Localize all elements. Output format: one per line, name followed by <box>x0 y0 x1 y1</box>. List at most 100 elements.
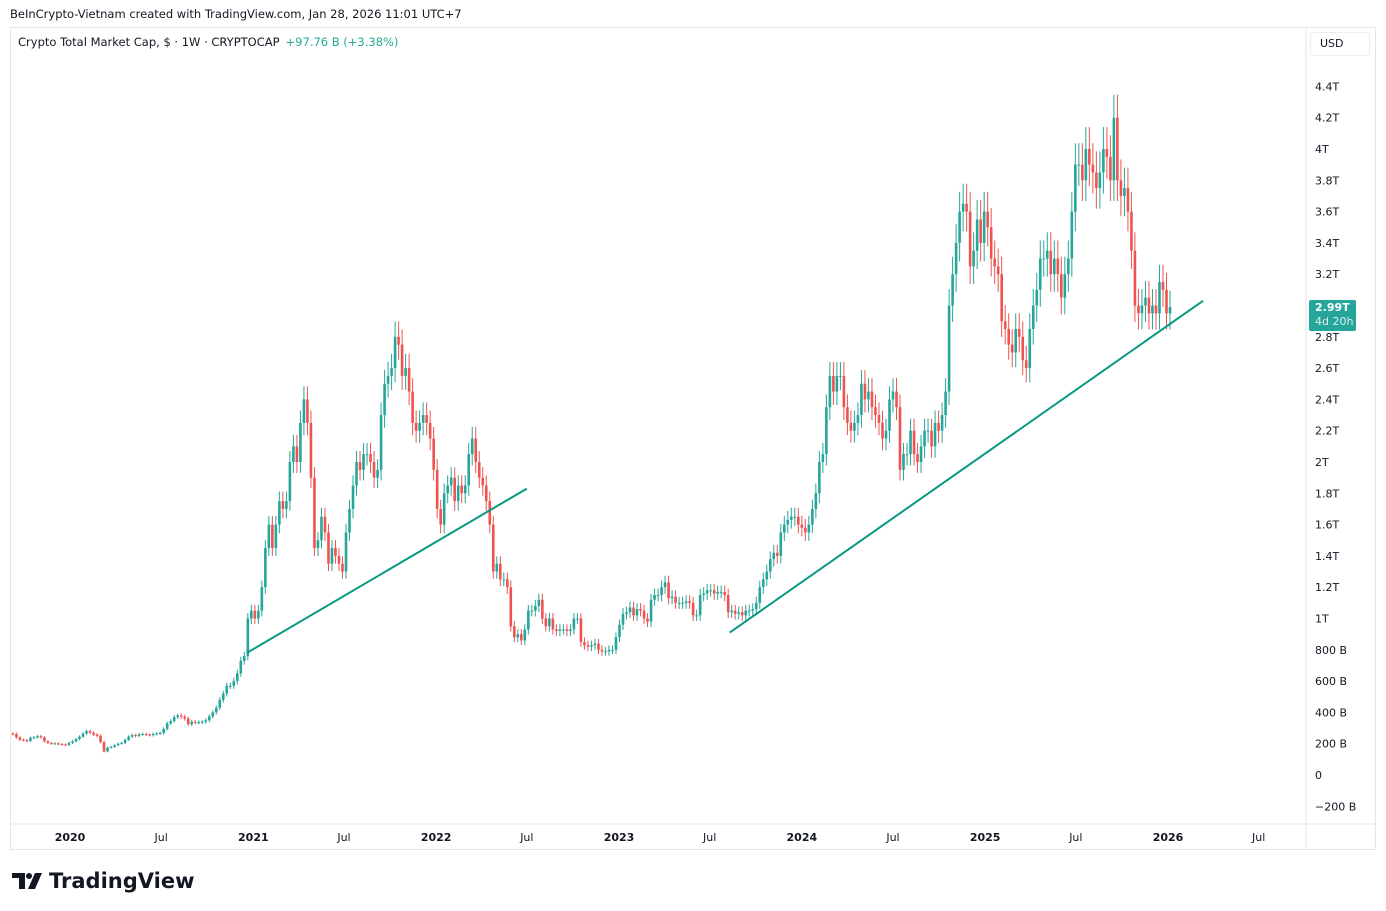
candle-body <box>456 485 460 502</box>
candle-body <box>793 516 797 518</box>
candle-body <box>243 656 246 661</box>
candle-body <box>649 599 653 622</box>
trendline <box>729 299 1204 634</box>
candle-body <box>123 739 127 743</box>
currency-button[interactable]: USD <box>1310 32 1370 56</box>
candle-body <box>43 737 46 742</box>
candle-body <box>204 720 208 722</box>
candle-body <box>958 211 961 243</box>
candle-body <box>548 618 551 627</box>
candle-body <box>1109 156 1112 181</box>
candle-body <box>327 532 330 564</box>
candle-body <box>32 737 36 739</box>
price-tick-label: 2.6T <box>1315 362 1339 375</box>
price-tick-label: 600 B <box>1315 675 1347 688</box>
candle-body <box>786 519 790 525</box>
candle-body <box>1168 307 1172 314</box>
price-tick-label: 4.4T <box>1315 80 1339 93</box>
candle-body <box>383 383 386 416</box>
candle-body <box>446 485 449 494</box>
candle-body <box>236 673 239 682</box>
price-axis[interactable]: 4.4T 4.2T 4T 3.8T 3.6T 3.4T 3.2T 2.8T 2.6T 2.4T 2.… <box>1315 80 1356 813</box>
candle-body <box>463 485 467 494</box>
candle-body <box>709 590 712 592</box>
candle-body <box>1126 188 1130 212</box>
time-axis[interactable]: 2020 Jul 2021 Jul 2022 Jul 2023 Jul 2024 Jul 2025 J… <box>55 831 1266 844</box>
candle-body <box>141 733 144 735</box>
candle-body <box>102 742 106 752</box>
candle-body <box>807 524 811 533</box>
candle-body <box>1133 250 1137 306</box>
candle-body <box>1137 305 1140 314</box>
candle-body <box>1130 211 1133 251</box>
candle-body <box>435 469 439 509</box>
candle-body <box>1140 305 1144 314</box>
candle-body <box>639 609 642 611</box>
candle-body <box>299 422 302 462</box>
candle-body <box>933 422 937 447</box>
candle-body <box>78 736 81 740</box>
candle-body <box>1084 149 1088 181</box>
candle-body <box>295 446 299 462</box>
candle-body <box>474 438 478 462</box>
candle-body <box>81 733 85 737</box>
candle-body <box>151 733 155 736</box>
candle-body <box>274 524 278 549</box>
candle-body <box>821 454 825 462</box>
candle-body <box>642 610 646 619</box>
candle-body <box>944 391 947 416</box>
candle-body <box>1151 305 1154 314</box>
candle-body <box>754 602 758 610</box>
candle-body <box>85 731 88 734</box>
candle-body <box>211 712 215 717</box>
candle-body <box>1102 149 1105 173</box>
candle-body <box>1112 117 1116 181</box>
candle-body <box>551 618 555 630</box>
candle-body <box>190 721 194 725</box>
candle-body <box>874 407 877 416</box>
candle-body <box>407 368 411 392</box>
candle-body <box>895 391 898 408</box>
candle-body <box>95 734 99 736</box>
candle-body <box>604 651 607 653</box>
candle-body <box>993 258 996 267</box>
candle-body <box>565 629 569 632</box>
candle-body <box>761 579 765 588</box>
time-tick-label: 2020 <box>55 831 86 844</box>
last-price-label: 2.99T 4d 20h <box>1309 300 1356 331</box>
candle-body <box>797 516 800 525</box>
candle-body <box>747 610 751 612</box>
candle-body <box>285 501 288 509</box>
candle-body <box>618 624 621 638</box>
candle-body <box>856 415 860 423</box>
candle-body <box>404 368 407 376</box>
candle-body <box>698 595 702 616</box>
candle-body <box>348 508 351 533</box>
candle-body <box>1038 258 1042 290</box>
price-tick-label: 3.8T <box>1315 174 1339 187</box>
candle-body <box>569 629 572 632</box>
candle-body <box>362 454 365 470</box>
candle-body <box>372 462 376 478</box>
candle-body <box>870 391 874 408</box>
candle-body <box>1158 282 1161 314</box>
candle-body <box>1067 258 1070 275</box>
time-tick-label: Jul <box>1068 831 1082 844</box>
candle-body <box>846 407 849 423</box>
candle-body <box>411 391 414 423</box>
time-tick-label: Jul <box>702 831 716 844</box>
candle-body <box>905 454 909 456</box>
candle-body <box>113 745 116 747</box>
candle-body <box>309 422 313 478</box>
candle-body <box>1028 328 1032 369</box>
candle-body <box>246 618 250 657</box>
candle-body <box>842 375 846 408</box>
candle-body <box>628 607 632 613</box>
time-tick-label: 2022 <box>421 831 452 844</box>
candle-body <box>460 485 464 494</box>
tradingview-logo[interactable]: TradingView <box>12 869 194 893</box>
candle-body <box>393 336 397 369</box>
candle-body <box>863 383 867 400</box>
candle-body <box>670 596 674 599</box>
